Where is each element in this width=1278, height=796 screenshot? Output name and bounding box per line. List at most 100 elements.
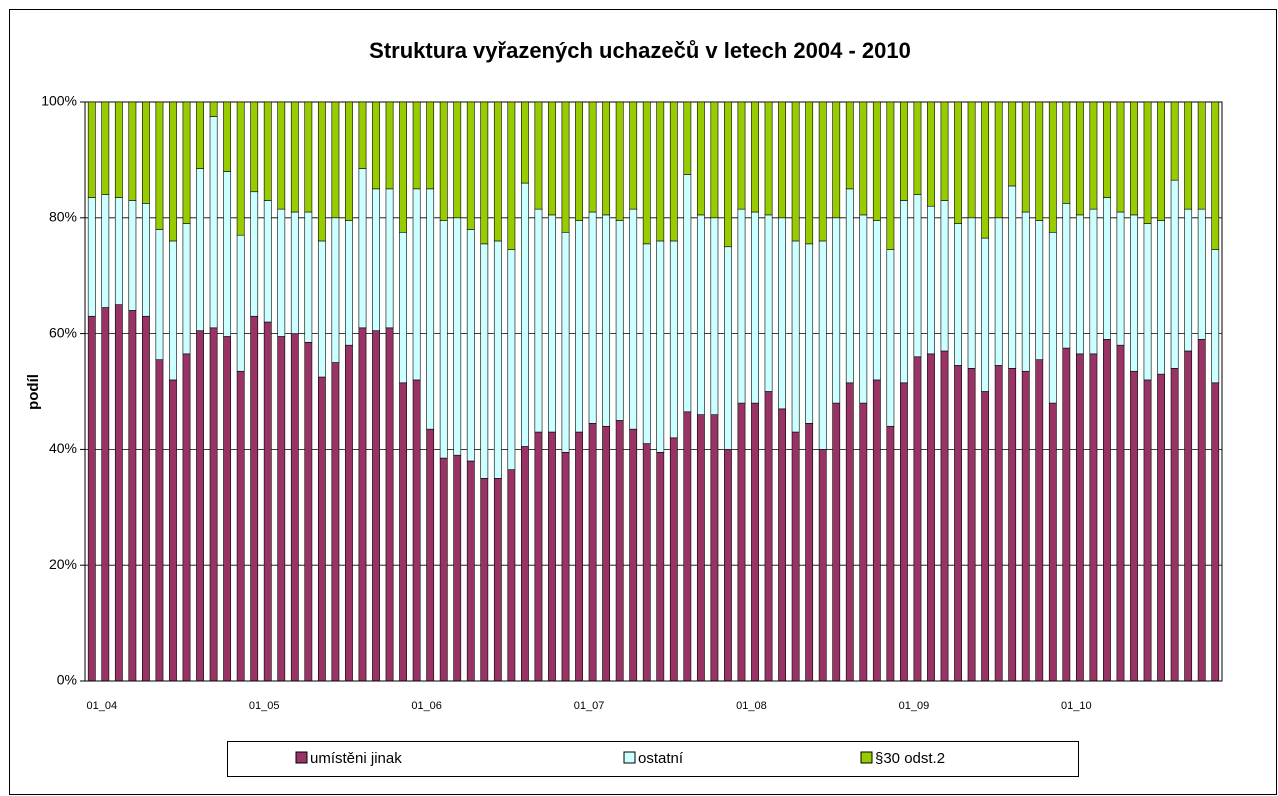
bar-segment [358, 168, 367, 329]
bar-segment [412, 188, 421, 381]
bar-segment [1008, 185, 1017, 369]
legend-swatch [295, 751, 308, 764]
bar-segment [277, 208, 286, 337]
bar-segment [832, 101, 841, 219]
bar-segment [317, 376, 326, 682]
bar-segment [182, 223, 191, 355]
y-axis-label: podíl [25, 374, 42, 410]
bar-segment [696, 214, 705, 415]
bar-segment [696, 101, 705, 216]
bar-segment [669, 240, 678, 439]
bar-segment [724, 449, 732, 682]
bar-segment [466, 101, 475, 230]
bar-segment [981, 101, 990, 239]
bar-segment [1048, 101, 1057, 233]
bar-segment [263, 321, 272, 682]
bar-segment [290, 101, 299, 213]
bar-segment [223, 336, 232, 682]
bar-segment [507, 249, 516, 470]
bar-segment [182, 353, 191, 682]
bar-segment [534, 101, 543, 210]
bar-segment [101, 307, 110, 682]
y-tick-label: 60% [49, 324, 77, 340]
bar-segment [453, 454, 462, 682]
bar-segment [859, 214, 868, 404]
bar-segment [683, 411, 692, 682]
bar-segment [940, 101, 949, 201]
bar-segment [155, 101, 164, 230]
bar-segment [927, 353, 935, 682]
x-tick-label: 01_09 [899, 700, 930, 712]
bar-segment [87, 101, 96, 198]
bar-segment [1008, 101, 1017, 187]
chart-title: Struktura vyřazených uchazečů v letech 2… [369, 38, 911, 63]
bar-segment [87, 315, 96, 682]
bar-segment [142, 203, 150, 317]
bar-segment [1143, 379, 1152, 682]
bar-segment [859, 101, 868, 216]
bar-segment [345, 220, 353, 346]
bar-segment [642, 443, 651, 682]
bar-segment [818, 101, 827, 242]
bar-segment [602, 101, 611, 216]
bar-segment [805, 243, 814, 424]
bar-segment [358, 101, 367, 169]
bar-segment [1197, 208, 1206, 340]
bar-segment [1116, 344, 1125, 682]
bar-segment [304, 101, 313, 213]
bar-segment [669, 101, 678, 242]
bar-segment [737, 208, 746, 404]
bar-segment [1130, 214, 1138, 372]
bar-segment [426, 428, 435, 682]
y-tick-label: 20% [49, 556, 77, 572]
bar-segment [683, 174, 692, 413]
bar-segment [521, 182, 529, 447]
bar-segment [453, 101, 462, 219]
bar-segment [209, 101, 218, 117]
bar-segment [399, 101, 407, 233]
bar-segment [317, 101, 326, 242]
bar-segment [277, 101, 286, 210]
bar-segment [114, 197, 123, 305]
bar-segment [169, 379, 177, 682]
y-tick-label: 100% [41, 93, 77, 109]
bar-segment [751, 211, 759, 404]
bar-segment [493, 478, 502, 682]
bar-segment [575, 220, 583, 433]
bar-segment [832, 402, 841, 682]
bar-segment [1103, 197, 1111, 340]
bar-segment [642, 101, 651, 245]
bar-segment [114, 101, 123, 198]
bar-segment [872, 379, 881, 682]
bar-segment [521, 101, 529, 184]
bar-segment [954, 101, 962, 224]
bar-segment [737, 101, 746, 210]
bar-segment [913, 101, 922, 195]
bar-segment [602, 425, 611, 682]
bar-segment [737, 402, 746, 682]
bar-segment [1089, 101, 1098, 210]
bar-segment [87, 197, 96, 317]
bar-segment [669, 437, 678, 682]
bar-segment [561, 231, 570, 453]
bar-segment [534, 208, 543, 433]
bar-segment [575, 431, 583, 682]
bar-segment [223, 171, 232, 337]
bar-segment [805, 101, 814, 245]
bar-segment [1116, 101, 1125, 213]
legend-swatch [860, 751, 873, 764]
bar-segment [629, 428, 638, 682]
bar-segment [940, 350, 949, 682]
bar-segment [981, 391, 990, 682]
bar-segment [439, 101, 448, 221]
bar-segment [927, 205, 935, 355]
bar-segment [466, 229, 475, 462]
bar-segment [1157, 373, 1165, 682]
bar-segment [493, 101, 502, 242]
bar-segment [142, 101, 150, 204]
bar-segment [385, 188, 394, 329]
bar-segment [223, 101, 232, 172]
bar-segment [656, 101, 665, 242]
bar-segment [1062, 347, 1071, 682]
bar-segment [1170, 101, 1179, 181]
